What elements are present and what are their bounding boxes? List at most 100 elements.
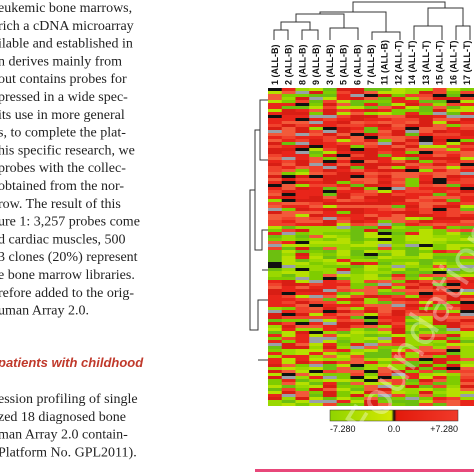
heatmap-cell xyxy=(336,211,351,214)
heatmap-cell xyxy=(281,202,296,205)
heatmap-cell xyxy=(446,286,461,289)
heatmap-cell xyxy=(268,274,283,277)
heatmap-cell xyxy=(419,118,434,121)
body-line: his specific research, we xyxy=(0,143,135,158)
heatmap-cell xyxy=(432,313,447,316)
heatmap-cell xyxy=(432,268,447,271)
heatmap-cell xyxy=(322,208,337,211)
heatmap-cell xyxy=(377,325,392,328)
heatmap-cell xyxy=(309,343,324,346)
heatmap-cell xyxy=(432,322,447,325)
heatmap-cell xyxy=(350,187,365,190)
heatmap-cell xyxy=(309,388,324,391)
heatmap-cell xyxy=(460,226,474,229)
heatmap-cell xyxy=(268,301,283,304)
heatmap-cell xyxy=(268,340,283,343)
heatmap-cell xyxy=(295,334,310,337)
heatmap-cell xyxy=(281,160,296,163)
heatmap-cell xyxy=(446,292,461,295)
heatmap-cell xyxy=(281,181,296,184)
heatmap-cell xyxy=(446,337,461,340)
heatmap-cell xyxy=(446,118,461,121)
heatmap-cell xyxy=(322,232,337,235)
heatmap-cell xyxy=(446,295,461,298)
heatmap-cell xyxy=(391,118,406,121)
heatmap-cell xyxy=(350,145,365,148)
heatmap-cell xyxy=(336,190,351,193)
heatmap-cell xyxy=(336,400,351,403)
heatmap-cell xyxy=(432,295,447,298)
heatmap-cell xyxy=(460,343,474,346)
heatmap-cell xyxy=(322,121,337,124)
heatmap-cell xyxy=(391,274,406,277)
heatmap-cell xyxy=(405,124,420,127)
heatmap-cell xyxy=(432,184,447,187)
heatmap-cell xyxy=(322,304,337,307)
heatmap-cell xyxy=(350,307,365,310)
heatmap-cell xyxy=(350,370,365,373)
heatmap-cell xyxy=(295,112,310,115)
heatmap-cell xyxy=(432,202,447,205)
heatmap-cell xyxy=(432,214,447,217)
heatmap-cell xyxy=(295,382,310,385)
heatmap-cell xyxy=(432,343,447,346)
heatmap-cell xyxy=(419,382,434,385)
heatmap-cell xyxy=(432,172,447,175)
heatmap-cell xyxy=(322,346,337,349)
heatmap-cell xyxy=(336,130,351,133)
heatmap-cell xyxy=(419,94,434,97)
heatmap-cell xyxy=(295,331,310,334)
heatmap-cell xyxy=(391,349,406,352)
heatmap-cell xyxy=(419,394,434,397)
heatmap-cell xyxy=(432,358,447,361)
heatmap-cell xyxy=(268,298,283,301)
heatmap-cell xyxy=(309,256,324,259)
heatmap-cell xyxy=(336,166,351,169)
heatmap-cell xyxy=(364,283,379,286)
heatmap-cell xyxy=(460,160,474,163)
heatmap-cell xyxy=(268,103,283,106)
heatmap-cell xyxy=(322,262,337,265)
heatmap-cell xyxy=(377,94,392,97)
heatmap-cell xyxy=(432,160,447,163)
heatmap-cell xyxy=(446,217,461,220)
heatmap-cell xyxy=(446,388,461,391)
heatmap-cell xyxy=(364,238,379,241)
heatmap-cell xyxy=(391,205,406,208)
heatmap-cell xyxy=(322,220,337,223)
heatmap-cell xyxy=(350,289,365,292)
heatmap-cell xyxy=(336,331,351,334)
body-line: Platform No. GPL2011). xyxy=(0,445,137,460)
heatmap-cell xyxy=(446,259,461,262)
heatmap-cell xyxy=(391,106,406,109)
heatmap-cell xyxy=(377,337,392,340)
heatmap-cell xyxy=(295,115,310,118)
heatmap-cell xyxy=(322,103,337,106)
heatmap-cell xyxy=(322,322,337,325)
heatmap-cell xyxy=(268,190,283,193)
heatmap-cell xyxy=(281,211,296,214)
heatmap-cell xyxy=(364,379,379,382)
heatmap-cell xyxy=(446,178,461,181)
heatmap-cell xyxy=(405,364,420,367)
heatmap-cell xyxy=(432,145,447,148)
heatmap-cell xyxy=(377,223,392,226)
column-label: 5 (ALL-B) xyxy=(339,45,349,86)
heatmap-cell xyxy=(377,265,392,268)
heatmap-cell xyxy=(281,118,296,121)
heatmap-cell xyxy=(460,337,474,340)
heatmap-cell xyxy=(268,169,283,172)
heatmap-cell xyxy=(336,157,351,160)
heatmap-cell xyxy=(391,193,406,196)
heatmap-cell xyxy=(432,151,447,154)
heatmap-cell xyxy=(460,214,474,217)
heatmap-cell xyxy=(405,193,420,196)
heatmap-cell xyxy=(268,220,283,223)
heatmap-cell xyxy=(460,271,474,274)
heatmap-cell xyxy=(391,187,406,190)
heatmap-cell xyxy=(336,208,351,211)
heatmap-cell xyxy=(336,259,351,262)
heatmap-cell xyxy=(281,94,296,97)
heatmap-cell xyxy=(405,334,420,337)
heatmap-cell xyxy=(391,97,406,100)
